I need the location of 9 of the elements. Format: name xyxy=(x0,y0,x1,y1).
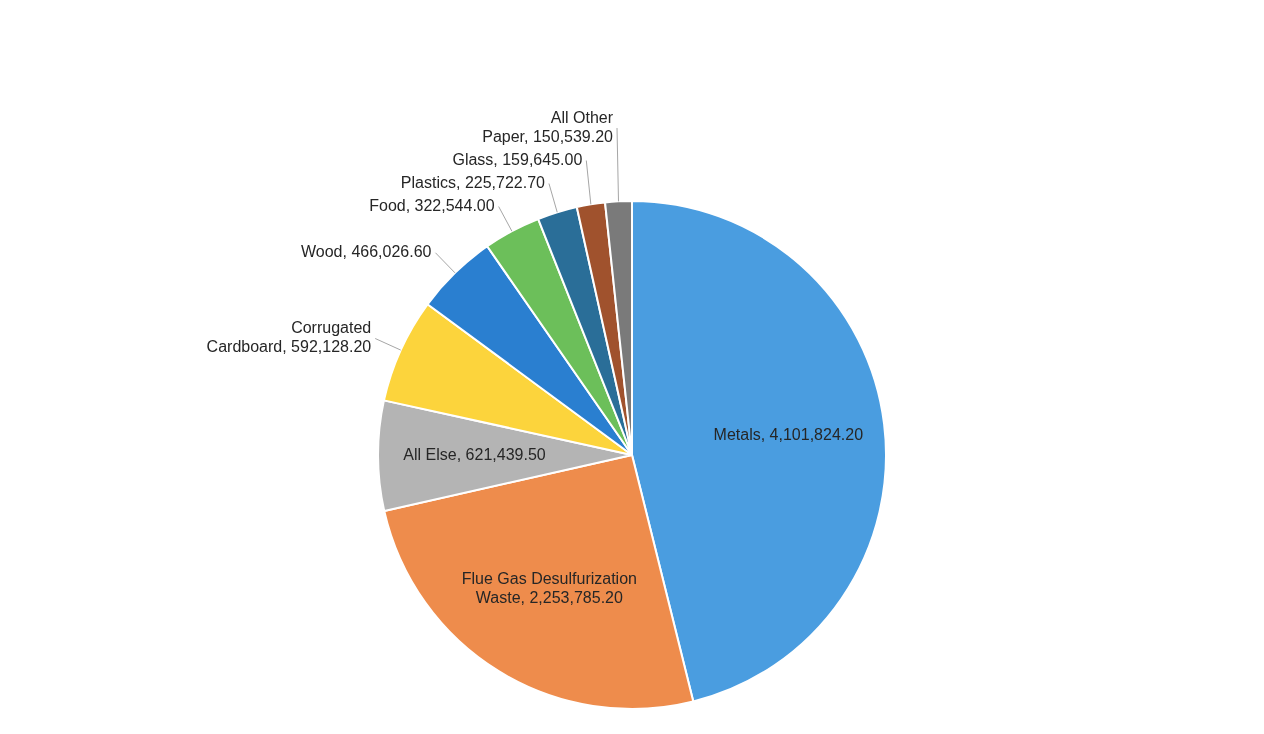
slice-label: Flue Gas Desulfurization Waste, 2,253,785.20 xyxy=(461,569,637,606)
slice-label: Metals, 4,101,824.20 xyxy=(713,426,864,444)
slice-label: Glass, 159,645.00 xyxy=(452,150,583,168)
slice-label: Wood, 466,026.60 xyxy=(300,243,432,261)
slice-label: All Else, 621,439.50 xyxy=(403,445,546,463)
slice-label: Corrugated Cardboard, 592,128.20 xyxy=(206,319,372,356)
slice-label: Plastics, 225,722.70 xyxy=(400,173,546,191)
slice-label: Food, 322,544.00 xyxy=(369,196,495,214)
slice-label: All Other Paper, 150,539.20 xyxy=(482,108,614,145)
